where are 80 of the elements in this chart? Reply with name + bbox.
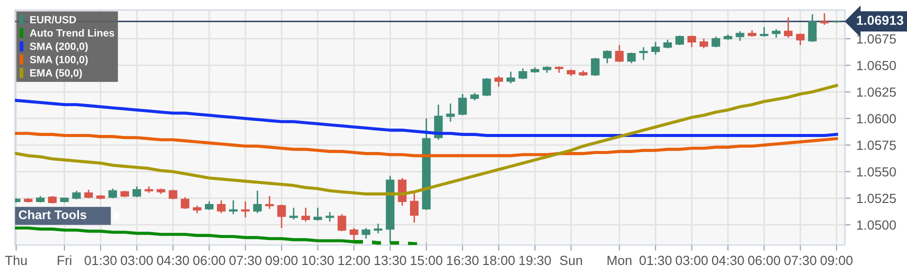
candlestick bbox=[253, 190, 262, 214]
x-tick-label: 06:00 bbox=[193, 256, 226, 266]
candlestick bbox=[736, 30, 744, 42]
candlestick bbox=[700, 38, 708, 49]
x-tick-label: 03:00 bbox=[676, 256, 708, 266]
x-tick-label: 01:30 bbox=[640, 256, 672, 266]
candlestick bbox=[712, 36, 720, 48]
candlestick bbox=[265, 195, 274, 210]
line-series bbox=[14, 132, 838, 158]
x-tick-label: 16:30 bbox=[447, 256, 479, 266]
candlestick bbox=[410, 192, 419, 224]
x-tick-label: 04:30 bbox=[157, 256, 189, 266]
candlestick bbox=[132, 186, 142, 198]
candlestick bbox=[615, 44, 624, 63]
x-tick-label: 15:00 bbox=[410, 256, 442, 266]
legend-label: SMA (200,0) bbox=[30, 42, 88, 52]
candlestick bbox=[760, 26, 768, 38]
y-tick-label: 1.0575 bbox=[857, 140, 896, 150]
candlestick bbox=[326, 211, 334, 222]
candlestick bbox=[639, 46, 648, 61]
candlestick bbox=[180, 196, 190, 210]
candlestick bbox=[362, 227, 370, 240]
candlestick bbox=[374, 223, 382, 234]
y-tick-label: 1.0600 bbox=[857, 114, 896, 124]
y-tick-label: 1.0550 bbox=[857, 167, 896, 177]
x-tick-label: Fri bbox=[58, 255, 72, 265]
x-tick-label: 01:30 bbox=[84, 256, 117, 266]
ref-line-label: 1.06913 bbox=[856, 16, 904, 25]
candlestick bbox=[627, 52, 636, 64]
x-tick-label: 07:30 bbox=[784, 256, 816, 266]
candlestick bbox=[289, 207, 298, 220]
candlestick bbox=[108, 188, 117, 199]
candlestick bbox=[338, 213, 346, 232]
candlestick bbox=[796, 32, 805, 46]
x-tick-label: 13:30 bbox=[374, 256, 406, 266]
legend-label: SMA (100,0) bbox=[30, 56, 88, 66]
x-tick-label: 09:00 bbox=[266, 256, 298, 266]
x-tick-label: 06:00 bbox=[748, 256, 780, 266]
line-series bbox=[14, 98, 838, 138]
candlestick bbox=[494, 75, 504, 88]
x-tick-label: 19:30 bbox=[519, 256, 551, 266]
x-tick-label: 04:30 bbox=[712, 256, 744, 266]
candlestick bbox=[241, 200, 250, 218]
y-tick-label: 1.0675 bbox=[857, 34, 896, 44]
candlestick bbox=[168, 189, 178, 200]
candlestick bbox=[603, 50, 612, 64]
legend-label: EMA (50,0) bbox=[30, 68, 82, 79]
candlestick bbox=[651, 41, 660, 56]
y-tick-label: 1.0650 bbox=[857, 60, 896, 70]
x-tick-label: 10:30 bbox=[302, 256, 334, 266]
candlestick bbox=[313, 207, 322, 222]
candlestick bbox=[808, 14, 817, 43]
x-tick-label: 18:00 bbox=[483, 256, 515, 266]
candlestick bbox=[301, 207, 310, 222]
candlestick bbox=[482, 77, 491, 97]
x-tick-label: 09:00 bbox=[820, 256, 853, 266]
candlestick bbox=[784, 16, 793, 38]
candlestick bbox=[687, 34, 696, 48]
y-tick-label: 1.0500 bbox=[857, 220, 896, 230]
annotation: Chart Tools bbox=[18, 210, 86, 220]
candlestick bbox=[506, 70, 516, 84]
x-tick-label: Mon bbox=[608, 256, 632, 266]
candlestick bbox=[229, 200, 238, 215]
x-tick-label: Sun bbox=[560, 256, 582, 266]
candlestick bbox=[820, 12, 829, 26]
candlestick bbox=[446, 102, 455, 122]
y-tick-label: 1.0525 bbox=[857, 194, 896, 204]
candlestick bbox=[518, 68, 528, 80]
legend-label: EUR/USD bbox=[30, 16, 76, 24]
y-tick-label: 1.0625 bbox=[857, 87, 896, 97]
candlestick bbox=[216, 200, 226, 214]
x-tick-label: 07:30 bbox=[229, 256, 262, 266]
candlestick bbox=[675, 34, 684, 46]
legend-label: Auto Trend Lines bbox=[30, 29, 114, 37]
candlestick bbox=[458, 93, 467, 116]
candlestick bbox=[590, 57, 600, 77]
x-tick-label: 03:00 bbox=[120, 256, 153, 266]
x-tick-label: Thu bbox=[5, 255, 27, 266]
x-tick-label: 12:00 bbox=[338, 256, 370, 266]
candlestick bbox=[277, 204, 286, 229]
